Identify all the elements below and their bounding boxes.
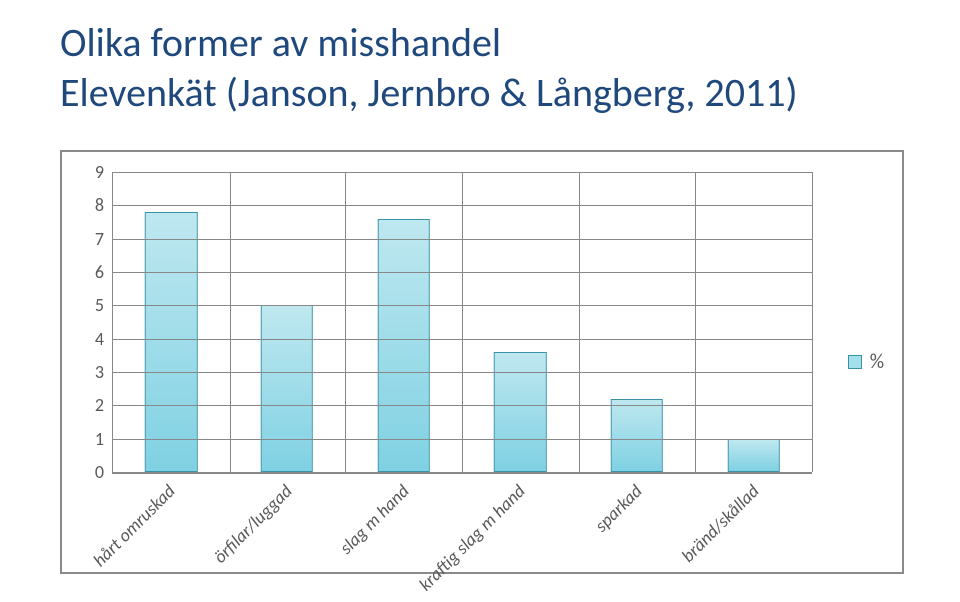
- x-tick-label: slag m hand: [335, 480, 414, 559]
- gridline: [112, 439, 812, 440]
- x-tick-label: örfilar/luggad: [209, 480, 297, 568]
- plot-area: 0123456789: [112, 172, 812, 474]
- gridline: [112, 305, 812, 306]
- title-line2: Elevenkät (Janson, Jernbro & Långberg, 2…: [60, 68, 798, 117]
- bar-slot: [112, 172, 231, 472]
- y-tick-label: 4: [82, 328, 104, 350]
- bar: [494, 352, 546, 472]
- bar-slot: [579, 172, 697, 472]
- y-tick-label: 5: [82, 294, 104, 316]
- title-line1: Olika former av misshandel: [60, 18, 501, 67]
- y-tick-label: 7: [82, 228, 104, 250]
- chart-container: 0123456789 hårt omruskadörfilar/luggadsl…: [60, 150, 904, 574]
- bar-slot: [345, 172, 463, 472]
- bar: [611, 399, 663, 472]
- y-tick-label: 2: [82, 394, 104, 416]
- y-tick-label: 0: [82, 461, 104, 483]
- x-tick-label: bränd/skållad: [677, 480, 764, 567]
- x-tick-label: sparkad: [590, 480, 646, 536]
- y-tick-label: 1: [82, 428, 104, 450]
- bar: [377, 219, 429, 472]
- bar-slot: [462, 172, 580, 472]
- gridline: [112, 372, 812, 373]
- legend: %: [848, 350, 884, 374]
- gridline: [112, 339, 812, 340]
- bar-slot: [695, 172, 813, 472]
- bar: [727, 439, 779, 472]
- bar: [145, 212, 197, 472]
- legend-swatch: [848, 355, 862, 369]
- x-tick-label: kraftig slag m hand: [415, 480, 530, 595]
- legend-label: %: [870, 350, 884, 374]
- gridline: [112, 272, 812, 273]
- gridline: [112, 239, 812, 240]
- gridline: [112, 405, 812, 406]
- x-tick-label: hårt omruskad: [89, 480, 180, 571]
- gridline: [112, 172, 812, 173]
- bar-slot: [229, 172, 347, 472]
- gridline: [112, 205, 812, 206]
- x-axis-labels: hårt omruskadörfilar/luggadslag m handkr…: [112, 472, 812, 567]
- y-tick-label: 8: [82, 194, 104, 216]
- bar: [261, 305, 313, 472]
- slide-title: Olika former av misshandel Elevenkät (Ja…: [60, 18, 798, 118]
- y-tick-label: 6: [82, 261, 104, 283]
- bars-layer: [112, 172, 812, 472]
- y-tick-label: 3: [82, 361, 104, 383]
- y-tick-label: 9: [82, 161, 104, 183]
